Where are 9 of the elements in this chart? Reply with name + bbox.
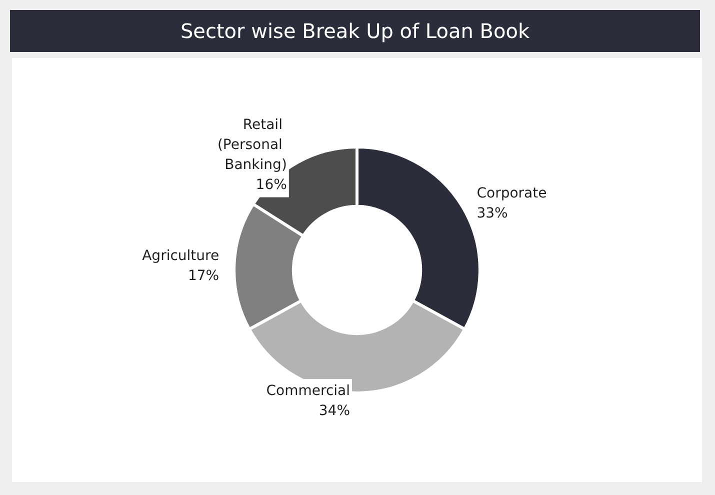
slice-label: Commercial [266, 382, 350, 399]
slice-label: Retail (Personal Banking) [217, 117, 287, 174]
slice-label: Corporate [476, 185, 547, 202]
data-label: 33% [476, 205, 508, 222]
data-label: 16% [256, 177, 287, 194]
data-label: 17% [188, 268, 220, 284]
slice-label: Agriculture [142, 248, 220, 264]
data-label: 34% [318, 402, 350, 419]
chart-title: Sector wise Break Up of Loan Book [10, 10, 700, 52]
